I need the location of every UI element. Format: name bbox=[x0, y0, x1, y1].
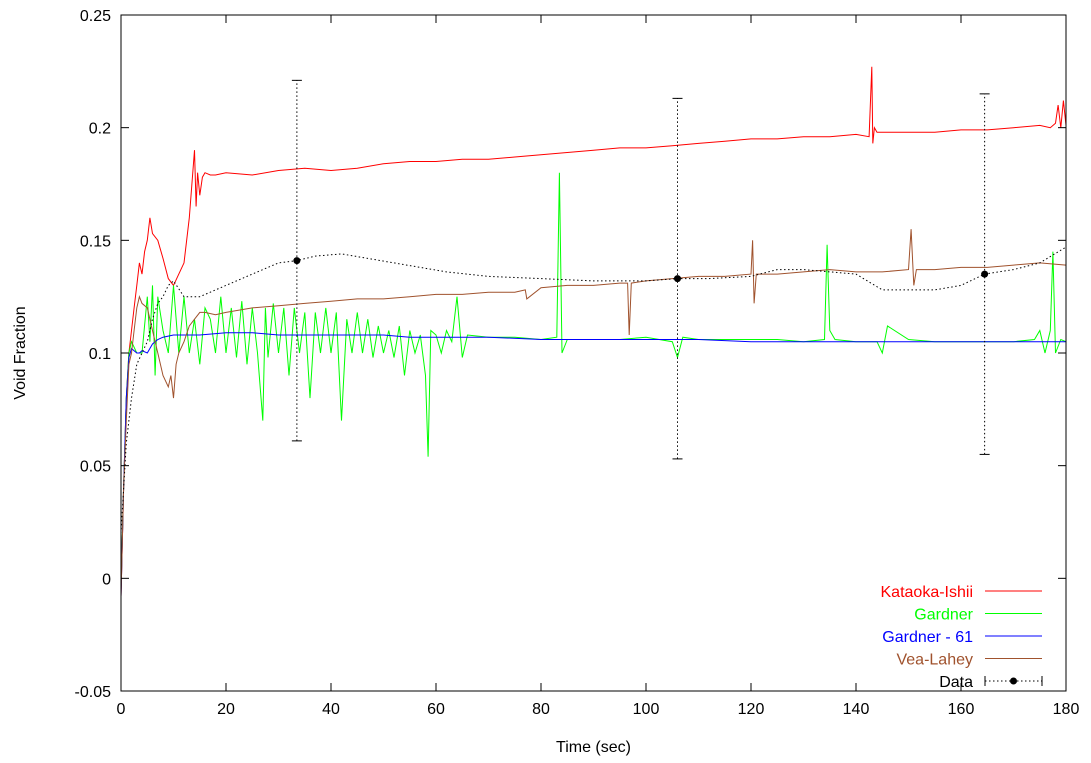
legend-label: Data bbox=[939, 674, 973, 691]
data-point bbox=[293, 257, 301, 265]
x-tick-label: 60 bbox=[427, 701, 445, 718]
x-axis-title: Time (sec) bbox=[556, 739, 631, 756]
y-tick-label: 0.05 bbox=[80, 459, 111, 476]
series-line-vea-lahey bbox=[120, 229, 1067, 597]
y-tick-label: 0 bbox=[102, 571, 111, 588]
legend-label: Vea-Lahey bbox=[896, 652, 973, 669]
x-tick-label: 160 bbox=[948, 701, 975, 718]
y-axis-title: Void Fraction bbox=[12, 306, 29, 399]
x-tick-label: 100 bbox=[633, 701, 660, 718]
x-tick-label: 40 bbox=[322, 701, 340, 718]
data-point bbox=[674, 275, 681, 283]
axis-tick-labels: 0 20 40 60 80 100 120 140 160 180 -0.05 0 0.05 0.1 0.1… bbox=[75, 8, 1080, 718]
x-tick-label: 0 bbox=[117, 701, 126, 718]
axis-ticks bbox=[120, 14, 1067, 692]
y-tick-label: 0.25 bbox=[80, 8, 111, 25]
y-tick-label: 0.1 bbox=[89, 346, 111, 363]
x-tick-label: 20 bbox=[217, 701, 235, 718]
series-line-gardner bbox=[120, 172, 1067, 590]
legend: Kataoka-Ishii Gardner Gardner - 61 Vea-Lahe… bbox=[881, 584, 1043, 691]
y-tick-label: 0.2 bbox=[89, 121, 111, 138]
legend-swatch-point bbox=[1010, 677, 1017, 685]
y-tick-label: -0.05 bbox=[75, 684, 112, 701]
series-line-kataoka-ishii bbox=[120, 66, 1067, 597]
x-tick-label: 140 bbox=[843, 701, 870, 718]
data-point bbox=[981, 270, 989, 278]
x-tick-label: 80 bbox=[532, 701, 550, 718]
legend-label: Gardner bbox=[914, 607, 973, 624]
legend-label: Kataoka-Ishii bbox=[881, 584, 974, 601]
legend-label: Gardner - 61 bbox=[882, 629, 973, 646]
series-lines bbox=[120, 66, 1067, 597]
series-line-gardner-61 bbox=[120, 332, 1066, 597]
x-tick-label: 120 bbox=[738, 701, 765, 718]
series-line-data bbox=[120, 246, 1067, 534]
x-tick-label: 180 bbox=[1053, 701, 1080, 718]
y-tick-label: 0.15 bbox=[80, 233, 111, 250]
data-markers bbox=[291, 79, 990, 460]
